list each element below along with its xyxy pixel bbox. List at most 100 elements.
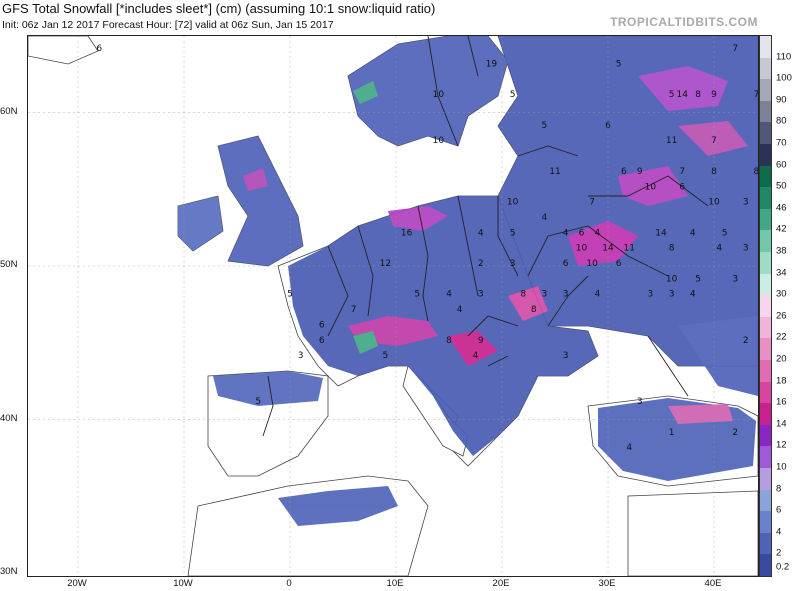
- colorbar-cell: [760, 381, 771, 404]
- snow-heavy-belarus: [618, 166, 688, 206]
- snowfall-value-label: 7: [589, 198, 595, 208]
- snowfall-value-label: 5: [287, 290, 293, 300]
- snowfall-value-label: 4: [457, 305, 463, 315]
- colorbar-label: 2: [776, 547, 782, 559]
- colorbar-label: 20: [776, 353, 787, 365]
- snowfall-value-label: 6: [579, 228, 585, 238]
- snowfall-value-label: 2: [478, 259, 484, 269]
- snowfall-value-label: 11: [623, 244, 634, 254]
- snowfall-value-label: 8: [695, 90, 701, 100]
- snowfall-value-label: 9: [637, 167, 643, 177]
- snowfall-value-label: 5: [616, 59, 622, 69]
- colorbar-label: 10: [776, 461, 787, 473]
- snowfall-value-label: 10: [666, 274, 678, 284]
- snow-atlas: [278, 486, 398, 526]
- land-north-africa: [187, 475, 429, 576]
- colorbar-label: 18: [776, 375, 787, 387]
- snowfall-value-label: 7: [711, 136, 717, 146]
- colorbar-cell: [760, 360, 771, 382]
- snowfall-value-label: 6: [605, 121, 611, 131]
- snow-britain: [218, 136, 303, 266]
- snow-heavy-north-germany: [388, 206, 448, 231]
- snowfall-value-label: 8: [669, 244, 675, 254]
- colorbar-cell: [760, 100, 771, 123]
- snowfall-value-label: 10: [507, 198, 519, 208]
- snowfall-value-label: 7: [754, 90, 758, 100]
- snowfall-value-label: 4: [446, 290, 452, 300]
- colorbar-cell: [760, 208, 771, 231]
- snowfall-value-label: 4: [563, 228, 569, 238]
- snowfall-value-label: 5: [383, 351, 389, 361]
- colorbar-label: 34: [776, 267, 787, 279]
- snowfall-value-label: 3: [298, 351, 304, 361]
- snow-ireland: [178, 196, 223, 251]
- colorbar-cell: [760, 424, 771, 447]
- lat-label: 60N: [0, 105, 18, 117]
- snowfall-value-label: 8: [531, 305, 537, 315]
- snowfall-value-label: 4: [690, 228, 696, 238]
- colorbar-cell: [760, 338, 771, 360]
- snowfall-value-label: 12: [380, 259, 391, 269]
- snowfall-value-label: 3: [732, 274, 738, 284]
- snow-continent: [288, 196, 598, 456]
- snowfall-value-label: 10: [645, 182, 657, 192]
- snowfall-value-label: 5: [510, 228, 516, 238]
- snowfall-value-label: 5: [510, 90, 516, 100]
- lat-label: 30N: [0, 566, 18, 577]
- snowfall-value-label: 4: [716, 244, 722, 254]
- colorbar-label: 0.2: [776, 561, 790, 573]
- lon-label: 40E: [704, 578, 722, 589]
- forecast-info: Init: 06z Jan 12 2017 Forecast Hour: [72…: [2, 19, 334, 31]
- snowfall-value-label: 6: [616, 259, 622, 269]
- snowfall-value-label: 3: [510, 259, 516, 269]
- map-title: GFS Total Snowfall [*includes sleet*] (c…: [2, 1, 436, 16]
- snowfall-value-label: 19: [486, 59, 498, 69]
- snowfall-value-label: 4: [626, 443, 632, 453]
- colorbar-cell: [760, 144, 771, 166]
- snowfall-value-label: 3: [669, 290, 675, 300]
- snowfall-value-label: 14: [602, 244, 614, 254]
- snow-heavy-carpathians: [508, 286, 548, 321]
- colorbar-cell: [760, 554, 771, 576]
- colorbar-cell: [760, 57, 771, 80]
- snowfall-value-label: 6: [319, 336, 325, 346]
- lat-label: 40N: [0, 412, 18, 424]
- snowfall-value-label: 6: [563, 259, 569, 269]
- colorbar-cell: [760, 468, 771, 490]
- colorbar-label: 100: [776, 72, 792, 84]
- colorbar-cell: [760, 79, 771, 101]
- snowfall-value-label: 10: [433, 136, 445, 146]
- snowfall-value-label: 5: [542, 121, 548, 131]
- colorbar-label: 4: [776, 526, 782, 538]
- colorbar-label: 26: [776, 310, 787, 322]
- snowfall-value-label: 14: [676, 90, 688, 100]
- colorbar-cell: [760, 403, 771, 425]
- snowfall-value-label: 6: [319, 320, 325, 330]
- colorbar-label: 30: [776, 288, 787, 300]
- colorbar-cell: [760, 122, 771, 144]
- snowfall-value-label: 3: [478, 290, 484, 300]
- snowfall-value-label: 14: [655, 228, 667, 238]
- colorbar-cell: [760, 316, 771, 339]
- snowfall-value-label: 4: [542, 213, 548, 223]
- snowfall-value-label: 4: [478, 228, 484, 238]
- colorbar-cell: [760, 36, 771, 58]
- colorbar-label: 80: [776, 115, 787, 127]
- colorbar-label: 12: [776, 439, 787, 451]
- lon-label: 0: [286, 578, 292, 589]
- snowfall-value-label: 10: [576, 244, 588, 254]
- snowfall-value-label: 10: [586, 259, 598, 269]
- colorbar-cell: [760, 489, 771, 512]
- snowfall-value-label: 3: [743, 244, 749, 254]
- colorbar-label: 42: [776, 223, 787, 235]
- snowfall-value-label: 4: [690, 290, 696, 300]
- snowfall-value-label: 3: [542, 290, 548, 300]
- snowfall-value-label: 9: [478, 336, 484, 346]
- colorbar-label: 16: [776, 396, 787, 408]
- snowfall-value-label: 8: [754, 167, 758, 177]
- map-canvas: 6195755105148971173105611697881071061037…: [28, 36, 758, 576]
- snowfall-value-label: 7: [679, 167, 685, 177]
- snowfall-map: 6195755105148971173105611697881071061037…: [27, 35, 759, 577]
- snowfall-value-label: 6: [679, 182, 685, 192]
- colorbar-label: 38: [776, 245, 787, 257]
